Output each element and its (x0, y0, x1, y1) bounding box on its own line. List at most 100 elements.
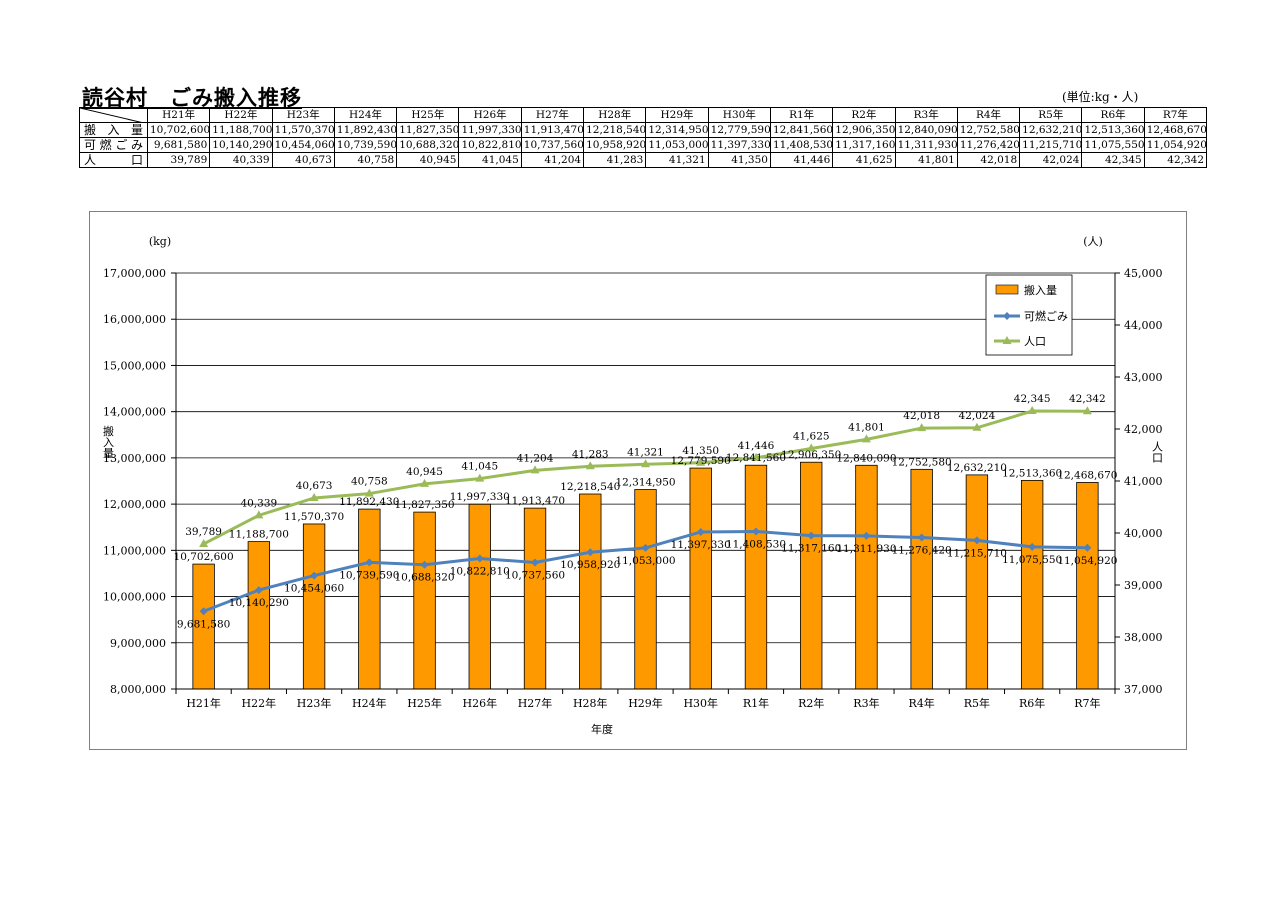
bar-data-label: 11,892,430 (339, 496, 399, 508)
line-data-label: 42,345 (1014, 393, 1051, 405)
y2-tick-label: 45,000 (1124, 267, 1163, 280)
table-cell: 12,840,090 (894, 122, 958, 138)
bar-data-label: 11,188,700 (229, 529, 289, 541)
line-data-label: 10,140,290 (229, 597, 289, 609)
x-tick-label: R4年 (909, 696, 935, 710)
line-point (641, 543, 650, 552)
y-tick-label: 16,000,000 (103, 313, 166, 326)
table-cell: 12,841,560 (769, 122, 834, 138)
bar-data-label: 11,997,330 (450, 491, 510, 503)
table-col-header: H27年 (520, 107, 585, 123)
bar-data-label: 11,913,470 (505, 495, 565, 507)
table-row-label: 搬入量 (79, 122, 148, 138)
table-cell: 41,446 (769, 152, 834, 168)
table-row-label: 可燃ごみ (79, 137, 148, 153)
table-cell: 11,827,350 (396, 122, 460, 138)
table-col-header: H22年 (209, 107, 273, 123)
table-cell: 11,075,550 (1081, 137, 1145, 153)
table-cell: 41,204 (520, 152, 585, 168)
line-point (585, 461, 595, 470)
table-cell: 11,913,470 (520, 122, 585, 138)
table-cell: 12,752,580 (956, 122, 1021, 138)
bar (910, 468, 933, 690)
table-cell: 10,702,600 (146, 122, 211, 138)
line-point (530, 465, 540, 474)
line-data-label: 11,054,920 (1057, 555, 1117, 567)
table-cell: 11,053,000 (645, 137, 709, 153)
line-data-label: 10,737,560 (505, 569, 565, 581)
table-cell: 41,283 (583, 152, 647, 168)
line-point (917, 423, 927, 432)
table-cell: 42,024 (1019, 152, 1083, 168)
table-cell: 12,632,210 (1019, 122, 1083, 138)
table-row: 搬入量 10,702,600 11,188,700 11,570,370 11,892,… (79, 122, 1208, 138)
line-point (199, 607, 208, 616)
y-tick-label: 14,000,000 (103, 406, 166, 419)
table-cell: 12,779,590 (707, 122, 771, 138)
table-cell: 12,314,950 (645, 122, 709, 138)
line-point (309, 493, 319, 502)
y-tick-label: 17,000,000 (103, 267, 166, 280)
x-tick-label: H25年 (407, 696, 442, 710)
line-point (365, 558, 374, 567)
x-tick-label: H28年 (573, 696, 608, 710)
table-col-header: R5年 (1019, 107, 1083, 123)
line-data-label: 40,758 (351, 476, 388, 488)
table-cell: 42,342 (1143, 152, 1208, 168)
line-point (420, 478, 430, 487)
x-tick-label: R2年 (798, 696, 824, 710)
table-cell: 11,892,430 (333, 122, 398, 138)
line-point (641, 459, 650, 468)
y-unit-label: (kg) (149, 235, 171, 248)
y-tick-label: 9,000,000 (110, 637, 166, 650)
line-data-label: 11,317,160 (781, 543, 841, 555)
data-labels: 10,702,600 11,188,700 11,570,370 11,892,430… (174, 393, 1118, 630)
bar-data-label: 12,906,350 (781, 449, 841, 461)
x-tick-label: R6年 (1019, 696, 1045, 710)
legend-marker (1003, 312, 1011, 320)
y2-tick-label: 44,000 (1124, 319, 1163, 332)
line-point (751, 452, 761, 461)
line-point (254, 586, 263, 595)
table-cell: 10,737,560 (520, 137, 585, 153)
unit-note: (単位:kg・人) (1062, 90, 1139, 104)
bar-data-label: 12,468,670 (1057, 469, 1117, 481)
line-data-label: 11,311,930 (836, 543, 896, 555)
table-row: 可燃ごみ 9,681,580 10,140,290 10,454,060 10,739,… (79, 137, 1208, 153)
line-point (199, 538, 209, 547)
line-point (531, 558, 540, 567)
bar (634, 489, 657, 690)
x-tick-label: H27年 (518, 696, 553, 710)
line-point (862, 531, 871, 540)
table-row-label: 人口 (79, 152, 148, 168)
table-cell: 41,625 (832, 152, 896, 168)
table-cell: 10,822,810 (458, 137, 522, 153)
table-cell: 9,681,580 (146, 137, 211, 153)
line-data-label: 41,801 (848, 421, 885, 433)
line-point (917, 533, 926, 542)
line-point (475, 473, 485, 482)
legend-label: 人口 (1024, 335, 1046, 348)
line-data-label: 10,739,590 (339, 569, 399, 581)
line-point (1082, 406, 1092, 415)
x-tick-label: H23年 (297, 696, 332, 710)
line-data-label: 11,397,330 (671, 539, 731, 551)
table-col-header: R4年 (956, 107, 1021, 123)
line-data-label: 41,204 (517, 452, 554, 464)
line-data-label: 9,681,580 (177, 618, 230, 630)
table-header-row: H21年 H22年 H23年 H24年 H25年 H26年 H27年 H28年 H29年 H30年… (79, 107, 1208, 123)
y2-tick-label: 37,000 (1124, 683, 1163, 696)
table-cell: 11,570,370 (271, 122, 335, 138)
line-point (420, 560, 429, 569)
table-cell: 12,513,360 (1081, 122, 1145, 138)
bar (523, 507, 547, 690)
y2-tick-label: 41,000 (1124, 475, 1163, 488)
line-data-label: 10,822,810 (450, 566, 510, 578)
table-cell: 40,945 (396, 152, 460, 168)
line-point (696, 457, 706, 466)
line-data-label: 11,075,550 (1002, 554, 1062, 566)
x-tick-label: H24年 (352, 696, 387, 710)
y2-tick-label: 43,000 (1124, 371, 1163, 384)
line-data-label: 41,321 (627, 446, 664, 458)
y-tick-label: 11,000,000 (103, 544, 166, 557)
